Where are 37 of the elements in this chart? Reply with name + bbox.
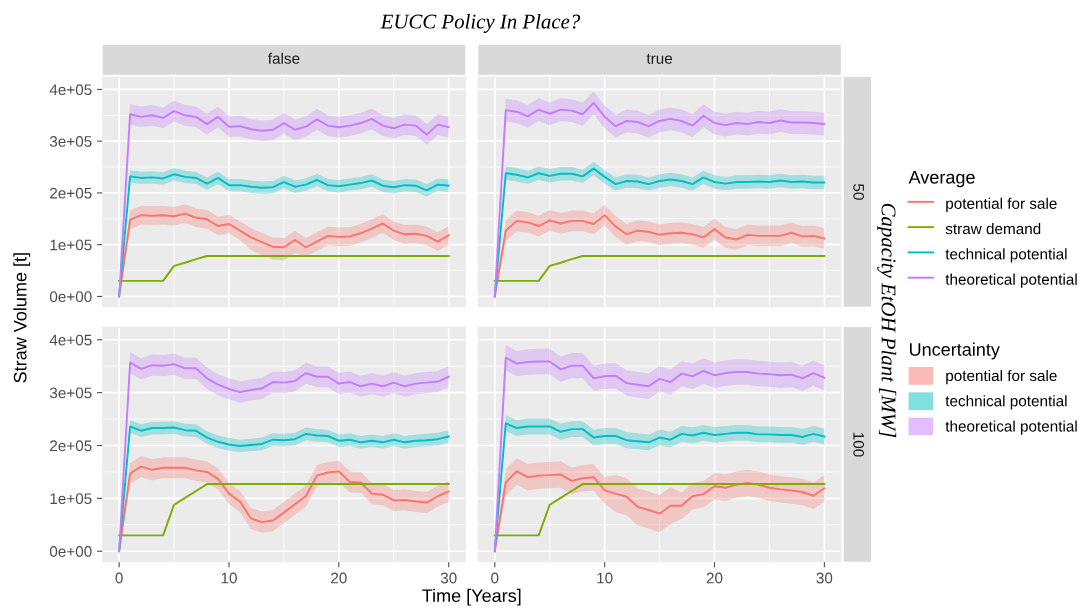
line-series <box>118 483 450 537</box>
y-tick-label: 1e+05 <box>50 493 92 505</box>
chart-title: true <box>646 53 673 64</box>
x-tick-label: 20 <box>706 572 723 584</box>
x-axis-title: Time [Years] <box>422 588 521 606</box>
y-tick-label: 4e+05 <box>49 334 92 346</box>
legend-label: technical potential <box>945 395 1067 410</box>
x-tick-label: 10 <box>597 572 613 584</box>
y-tick-label: 0e+00 <box>49 291 92 303</box>
legend-label: potential for sale <box>946 197 1057 212</box>
legend-label: straw demand <box>945 223 1041 235</box>
line-series <box>118 255 450 282</box>
x-tick-label: 30 <box>816 572 833 584</box>
legend-label: potential for sale <box>946 369 1057 385</box>
x-tick-label: 10 <box>221 572 237 584</box>
y-tick-label: 3e+05 <box>49 387 92 399</box>
y-tick-label: 2e+05 <box>50 440 92 452</box>
x-tick-label: 30 <box>440 572 457 584</box>
y-tick-label: 4e+05 <box>49 84 92 96</box>
legend-label: theoretical potential <box>945 273 1077 288</box>
y-axis-title: Straw Volume [t] <box>13 253 31 383</box>
legend-label: theoretical potential <box>945 420 1077 435</box>
text: EUCC Policy In Place? <box>380 13 581 33</box>
legend-title: Average <box>908 171 975 188</box>
x-tick-label: 0 <box>491 572 499 584</box>
y2-axis-title: 50 <box>853 184 865 200</box>
y-tick-label: 2e+05 <box>50 187 92 199</box>
chart-title: false <box>268 52 300 64</box>
text: Capacity EtOH Plant [MW] <box>877 203 897 438</box>
y-tick-label: 1e+05 <box>50 239 92 251</box>
legend-label: technical potential <box>945 248 1067 263</box>
y2-axis-title: 100 <box>853 432 865 457</box>
y-tick-label: 3e+05 <box>49 136 92 147</box>
x-tick-label: 0 <box>115 572 123 584</box>
x-tick-label: 20 <box>331 572 347 584</box>
y-tick-label: 0e+00 <box>49 546 92 557</box>
legend-title: Uncertainty <box>909 342 1000 360</box>
